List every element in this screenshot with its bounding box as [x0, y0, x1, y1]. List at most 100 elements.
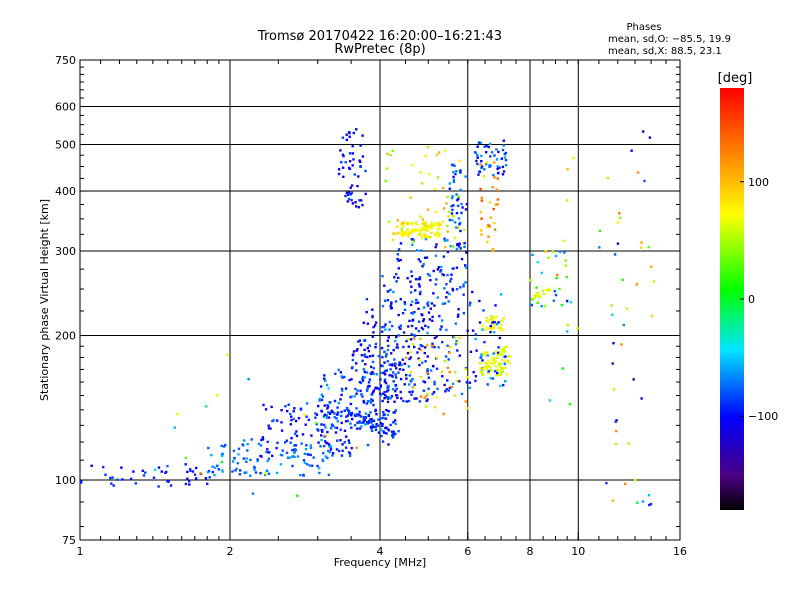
data-point [266, 459, 269, 463]
data-point [493, 154, 496, 157]
data-point [184, 456, 188, 460]
data-point [321, 459, 325, 463]
data-point [381, 304, 385, 308]
data-point [531, 298, 534, 301]
data-point [320, 423, 323, 426]
data-point [430, 221, 433, 224]
data-point [499, 384, 502, 388]
data-point [348, 152, 352, 155]
y-tick-label: 300 [55, 245, 76, 258]
data-point [379, 417, 382, 420]
data-point [421, 265, 424, 268]
data-point [434, 283, 437, 286]
x-tick-label: 10 [571, 545, 585, 558]
data-point [191, 470, 195, 473]
data-point [349, 186, 352, 189]
data-point [435, 210, 438, 214]
data-point [448, 351, 451, 354]
data-point [121, 478, 124, 481]
data-point [464, 264, 467, 267]
data-point [598, 229, 602, 233]
data-point [243, 471, 246, 474]
data-point [475, 159, 478, 163]
data-point [305, 402, 309, 405]
data-point [331, 452, 335, 455]
data-point [367, 414, 371, 418]
data-point [369, 418, 372, 421]
data-point [479, 367, 482, 370]
data-point [259, 472, 262, 475]
data-point [398, 326, 401, 329]
data-point [425, 256, 429, 259]
data-point [285, 439, 289, 442]
data-point [481, 324, 484, 328]
data-point [424, 405, 428, 408]
data-point [424, 237, 428, 241]
data-point [612, 388, 616, 391]
data-point [395, 280, 398, 283]
data-point [543, 292, 546, 296]
data-point [636, 171, 640, 174]
data-point [481, 359, 484, 362]
data-point [476, 162, 479, 166]
data-point [489, 155, 492, 158]
data-point [379, 422, 382, 425]
data-point [451, 195, 454, 198]
data-point [259, 444, 263, 447]
data-point [348, 451, 351, 454]
data-point [397, 276, 400, 280]
data-point [403, 221, 406, 224]
data-point [465, 203, 469, 206]
data-point [374, 321, 378, 324]
data-point [459, 171, 462, 174]
data-point [242, 439, 246, 442]
data-point [315, 422, 318, 425]
data-point [433, 304, 436, 307]
data-point [423, 256, 427, 259]
data-point [359, 415, 362, 418]
data-point [492, 361, 495, 365]
data-point [358, 159, 361, 162]
data-point [489, 216, 493, 219]
data-point [363, 348, 366, 352]
data-point [475, 349, 478, 352]
data-point [351, 358, 355, 362]
data-point [417, 357, 420, 360]
data-point [643, 179, 646, 183]
data-point [326, 430, 329, 434]
data-point [389, 423, 392, 427]
data-point [328, 411, 332, 414]
data-point [110, 482, 113, 485]
data-point [531, 253, 534, 256]
data-point [418, 400, 421, 403]
data-point [354, 201, 357, 204]
data-point [366, 322, 369, 325]
data-point [615, 419, 618, 422]
data-point [381, 440, 385, 443]
data-point [324, 434, 327, 438]
data-point [479, 211, 482, 214]
data-point [440, 319, 444, 322]
data-point [386, 400, 390, 404]
data-point [460, 392, 464, 396]
data-point [299, 474, 302, 477]
data-point [369, 411, 372, 414]
data-point [400, 227, 404, 230]
data-point [309, 453, 312, 457]
data-point [362, 321, 365, 324]
data-point [381, 399, 384, 403]
data-point [423, 381, 427, 384]
data-point [379, 385, 382, 389]
data-point [360, 393, 363, 396]
data-point [361, 155, 365, 158]
data-point [462, 283, 465, 286]
data-point [441, 302, 445, 306]
data-point [294, 432, 297, 435]
data-point [426, 304, 430, 307]
data-point [322, 452, 325, 455]
data-point [387, 443, 390, 446]
data-point [407, 345, 410, 348]
data-point [371, 419, 374, 423]
data-point [506, 360, 510, 363]
data-point [496, 371, 499, 375]
